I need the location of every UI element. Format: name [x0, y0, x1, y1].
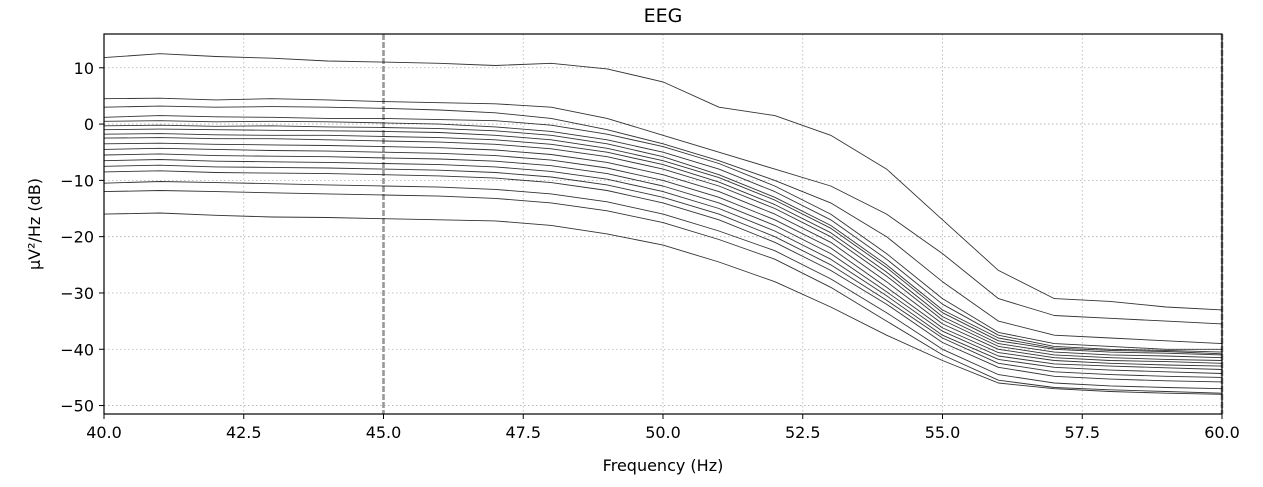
grid	[103, 34, 1223, 414]
y-tick-label: 10	[74, 59, 94, 78]
series-line	[103, 128, 1223, 356]
y-axis-label: µV²/Hz (dB)	[25, 178, 44, 270]
x-tick-label: 40.0	[86, 423, 122, 442]
y-tick-label: −40	[60, 340, 94, 359]
series-line	[103, 105, 1223, 345]
series-line	[103, 170, 1223, 383]
x-tick-label: 45.0	[366, 423, 402, 442]
series-line	[103, 142, 1223, 364]
x-tick-label: 52.5	[785, 423, 821, 442]
series-line	[103, 124, 1223, 355]
series-line	[103, 159, 1223, 374]
series-line	[103, 212, 1223, 395]
series-lines	[103, 53, 1223, 395]
x-tick-label: 60.0	[1204, 423, 1240, 442]
series-line	[103, 153, 1223, 370]
x-tick-label: 47.5	[505, 423, 541, 442]
series-line	[103, 97, 1223, 325]
y-tick-label: −30	[60, 284, 94, 303]
series-line	[103, 147, 1223, 367]
series-line	[103, 181, 1223, 390]
y-tick-label: −10	[60, 171, 94, 190]
series-line	[103, 115, 1222, 350]
series-line	[103, 164, 1223, 378]
x-tick-label: 55.0	[925, 423, 961, 442]
series-line	[103, 120, 1223, 353]
series-line	[103, 190, 1223, 394]
y-tick-label: −20	[60, 228, 94, 247]
chart-title: EEG	[644, 5, 683, 27]
x-axis-ticks: 40.0 42.5 45.0 47.5 50.0 52.5 55.0 57.5 60.0	[86, 414, 1240, 442]
x-axis-label: Frequency (Hz)	[603, 456, 724, 475]
y-tick-label: 0	[84, 115, 94, 134]
series-line	[103, 53, 1223, 311]
y-tick-label: −50	[60, 397, 94, 416]
x-tick-label: 57.5	[1064, 423, 1100, 442]
series-line	[103, 137, 1223, 361]
x-tick-label: 42.5	[226, 423, 262, 442]
y-axis-ticks: 10 0 −10 −20 −30 −40 −50	[60, 59, 104, 416]
x-tick-label: 50.0	[645, 423, 681, 442]
series-line	[103, 133, 1223, 359]
